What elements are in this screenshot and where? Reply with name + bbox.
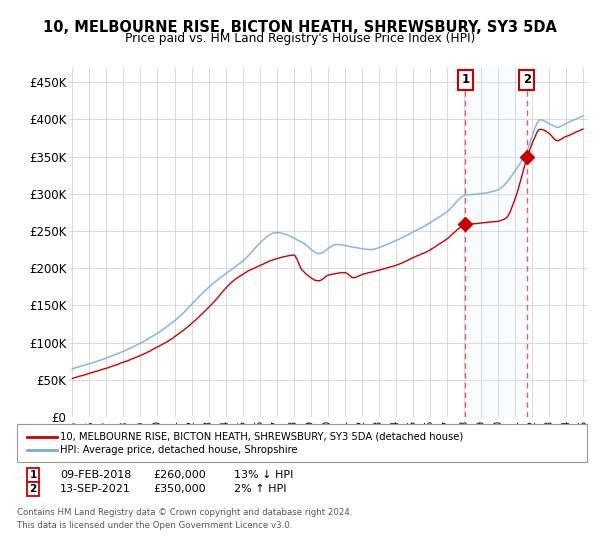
Text: 2% ↑ HPI: 2% ↑ HPI	[234, 484, 287, 494]
Text: 10, MELBOURNE RISE, BICTON HEATH, SHREWSBURY, SY3 5DA (detached house): 10, MELBOURNE RISE, BICTON HEATH, SHREWS…	[60, 432, 463, 442]
Text: 1: 1	[29, 470, 37, 480]
Text: 10, MELBOURNE RISE, BICTON HEATH, SHREWSBURY, SY3 5DA: 10, MELBOURNE RISE, BICTON HEATH, SHREWS…	[43, 20, 557, 35]
Text: £350,000: £350,000	[153, 484, 206, 494]
Text: HPI: Average price, detached house, Shropshire: HPI: Average price, detached house, Shro…	[60, 445, 298, 455]
Text: Price paid vs. HM Land Registry's House Price Index (HPI): Price paid vs. HM Land Registry's House …	[125, 32, 475, 45]
Text: 13% ↓ HPI: 13% ↓ HPI	[234, 470, 293, 480]
Text: £260,000: £260,000	[153, 470, 206, 480]
Text: 2: 2	[29, 484, 37, 494]
Text: 13-SEP-2021: 13-SEP-2021	[60, 484, 131, 494]
Bar	[466, 67, 527, 417]
Text: Contains HM Land Registry data © Crown copyright and database right 2024.
This d: Contains HM Land Registry data © Crown c…	[17, 508, 352, 530]
Text: 1: 1	[461, 73, 470, 86]
Text: 09-FEB-2018: 09-FEB-2018	[60, 470, 131, 480]
Text: 2: 2	[523, 73, 531, 86]
